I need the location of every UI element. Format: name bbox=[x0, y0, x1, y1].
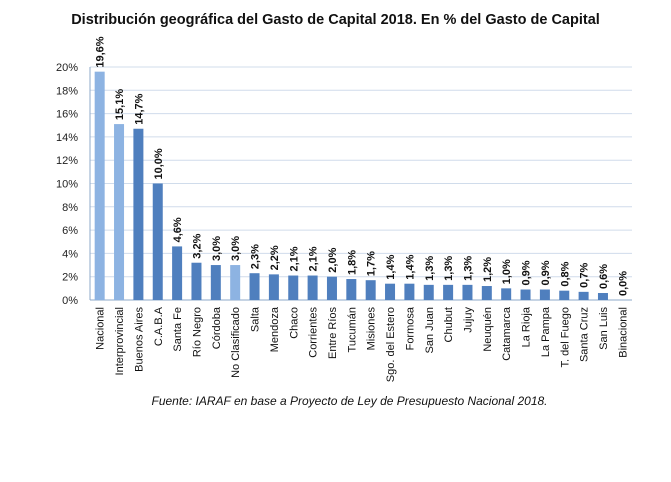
bar bbox=[114, 124, 125, 301]
data-label: 10,0% bbox=[153, 148, 165, 179]
data-label: 0,6% bbox=[598, 264, 610, 289]
data-label: 15,1% bbox=[114, 89, 126, 120]
x-tick-label: Interprovincial bbox=[114, 307, 126, 375]
bar bbox=[385, 283, 396, 300]
data-label: 3,0% bbox=[211, 236, 223, 261]
x-tick-label: C.A.B.A bbox=[153, 306, 165, 346]
x-tick-label: Neuquén bbox=[482, 307, 494, 352]
data-label: 0,9% bbox=[540, 260, 552, 285]
data-label: 3,2% bbox=[191, 233, 203, 258]
x-tick-label: Catamarca bbox=[501, 306, 513, 361]
data-label: 14,7% bbox=[133, 93, 145, 124]
bar bbox=[288, 275, 299, 300]
x-tick-label: San Juan bbox=[424, 307, 436, 353]
data-label: 0,7% bbox=[579, 263, 591, 288]
bar bbox=[578, 291, 589, 300]
bar bbox=[559, 290, 570, 300]
bar bbox=[520, 289, 531, 300]
x-tick-label: No Clasificado bbox=[230, 307, 242, 378]
bar bbox=[365, 280, 376, 300]
y-tick-label: 18% bbox=[56, 85, 78, 97]
data-label: 4,6% bbox=[172, 217, 184, 242]
bar bbox=[94, 71, 105, 300]
y-tick-label: 16% bbox=[56, 109, 78, 121]
data-label: 1,2% bbox=[482, 257, 494, 282]
x-tick-label: Chaco bbox=[288, 307, 300, 339]
bar bbox=[597, 293, 608, 300]
chart-source: Fuente: IARAF en base a Proyecto de Ley … bbox=[151, 394, 548, 408]
data-label: 1,4% bbox=[385, 254, 397, 279]
x-tick-label: Mendoza bbox=[269, 306, 281, 352]
data-label: 1,3% bbox=[462, 256, 474, 281]
x-tick-label: Formosa bbox=[404, 306, 416, 350]
bar bbox=[210, 265, 221, 300]
x-tick-label: La Pampa bbox=[540, 306, 552, 357]
x-tick-label: La Rioja bbox=[521, 306, 533, 347]
bar bbox=[191, 262, 202, 300]
bar bbox=[501, 288, 512, 300]
data-label: 0,9% bbox=[521, 260, 533, 285]
y-tick-label: 12% bbox=[56, 155, 78, 167]
bar bbox=[404, 283, 415, 300]
data-label: 2,2% bbox=[269, 245, 281, 270]
data-label: 2,1% bbox=[288, 246, 300, 271]
y-tick-label: 6% bbox=[62, 225, 78, 237]
x-tick-label: Binacional bbox=[617, 307, 629, 358]
y-tick-label: 14% bbox=[56, 132, 78, 144]
bar bbox=[462, 284, 473, 300]
bar bbox=[172, 246, 183, 300]
x-tick-label: Entre Ríos bbox=[327, 307, 339, 359]
data-label: 2,3% bbox=[250, 244, 262, 269]
y-tick-label: 20% bbox=[56, 62, 78, 74]
data-label: 1,3% bbox=[424, 256, 436, 281]
data-label: 0,8% bbox=[559, 261, 571, 286]
data-label: 2,1% bbox=[308, 246, 320, 271]
data-label: 1,3% bbox=[443, 256, 455, 281]
chart-title: Distribución geográfica del Gasto de Cap… bbox=[71, 12, 600, 28]
data-label: 3,0% bbox=[230, 236, 242, 261]
data-label: 0,0% bbox=[617, 271, 629, 296]
x-tick-label: T. del Fuego bbox=[559, 307, 571, 368]
x-tick-label: Chubut bbox=[443, 307, 455, 342]
bar bbox=[346, 279, 357, 300]
bar bbox=[133, 128, 144, 300]
bar bbox=[481, 286, 492, 300]
bar bbox=[230, 265, 241, 300]
data-label: 1,8% bbox=[346, 250, 358, 275]
y-tick-label: 8% bbox=[62, 202, 78, 214]
x-tick-label: San Luis bbox=[598, 307, 610, 350]
x-tick-label: Misiones bbox=[366, 307, 378, 351]
x-tick-label: Sgo. del Estero bbox=[385, 307, 397, 382]
x-tick-label: Tucumán bbox=[346, 307, 358, 352]
y-tick-label: 2% bbox=[62, 272, 78, 284]
bar bbox=[268, 274, 279, 300]
bar bbox=[326, 276, 337, 300]
x-tick-label: Río Negro bbox=[191, 307, 203, 357]
x-tick-label: Salta bbox=[250, 306, 262, 332]
x-tick-label: Corrientes bbox=[308, 307, 320, 358]
bar bbox=[443, 284, 454, 300]
bar bbox=[423, 284, 434, 300]
bar bbox=[307, 275, 318, 300]
x-tick-label: Buenos Aires bbox=[133, 307, 145, 372]
x-tick-label: Santa Fe bbox=[172, 307, 184, 352]
data-label: 19,6% bbox=[95, 36, 107, 67]
x-tick-label: Nacional bbox=[95, 307, 107, 350]
bar bbox=[249, 273, 260, 300]
bar bbox=[539, 289, 550, 300]
x-tick-label: Córdoba bbox=[211, 306, 223, 349]
bar bbox=[152, 183, 163, 300]
x-tick-label: Jujuy bbox=[462, 307, 474, 333]
y-tick-label: 4% bbox=[62, 248, 78, 260]
x-tick-label: Santa Cruz bbox=[579, 307, 591, 362]
y-tick-label: 10% bbox=[56, 179, 78, 191]
y-tick-label: 0% bbox=[62, 295, 78, 307]
data-label: 1,7% bbox=[366, 251, 378, 276]
data-label: 1,4% bbox=[404, 254, 416, 279]
data-label: 2,0% bbox=[327, 247, 339, 272]
data-label: 1,0% bbox=[501, 259, 513, 284]
